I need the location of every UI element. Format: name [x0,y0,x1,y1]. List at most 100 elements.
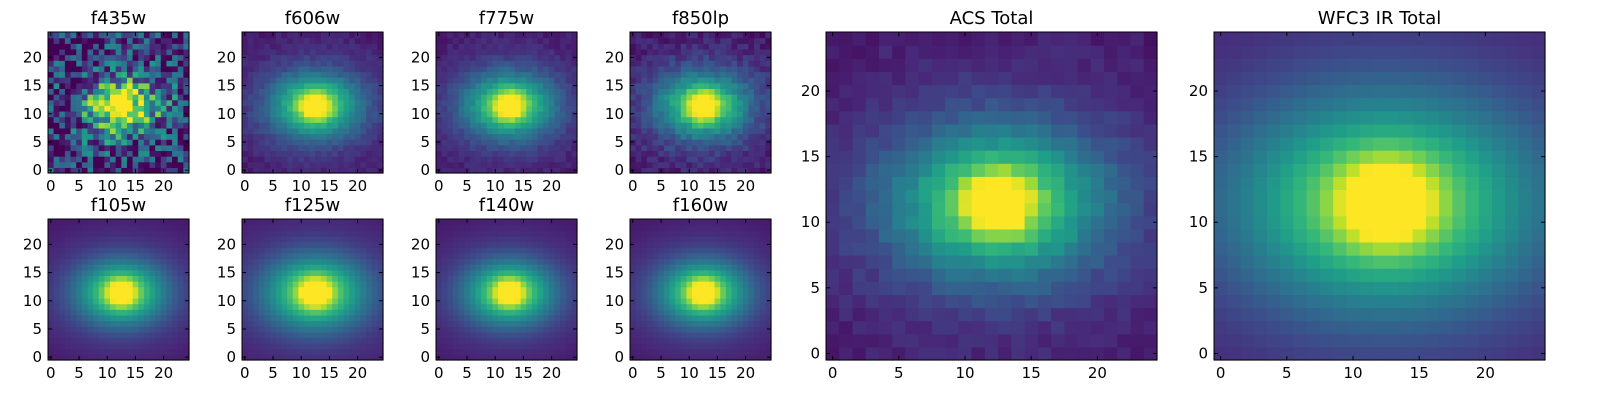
x-tick-label: 5 [268,177,278,195]
heatmap-cell [708,88,716,95]
heatmap-cell [697,37,704,44]
heatmap-cell [571,230,578,237]
heatmap-cell [531,65,539,73]
heatmap-cell [571,348,578,355]
heatmap-cell [531,167,539,174]
heatmap-cell [166,32,173,39]
heatmap-cell [697,337,704,344]
heatmap-cell [132,286,139,293]
heatmap-cell [183,116,190,123]
heatmap-cell [270,127,277,135]
heatmap-cell [115,252,122,260]
heatmap-cell [53,292,60,299]
heatmap-cell [759,48,766,56]
heatmap-cell [132,150,139,157]
heatmap-cell [98,144,105,152]
heatmap-cell [754,297,761,305]
heatmap-cell [537,292,544,299]
heatmap-cell [281,292,288,299]
heatmap-cell [247,127,254,135]
heatmap-cell [304,127,311,135]
heatmap-cell [646,94,654,101]
heatmap-cell [731,150,738,157]
heatmap-cell [371,235,378,243]
heatmap-cell [697,275,704,282]
heatmap-cell [731,99,738,106]
heatmap-cell [115,37,122,44]
heatmap-cell [121,144,128,152]
heatmap-cell [242,127,249,135]
heatmap-cell [304,354,311,361]
heatmap-cell [270,230,277,237]
heatmap-cell [258,60,266,67]
heatmap-cell [458,264,465,271]
heatmap-cell [349,144,356,152]
heatmap-cell [337,343,345,350]
heatmap-cell [320,292,328,299]
heatmap-cell [675,161,682,168]
heatmap-cell [630,331,637,339]
heatmap-cell [298,37,305,44]
heatmap-cell [663,116,671,123]
heatmap-cell [247,82,254,89]
heatmap-cell [143,54,151,61]
heatmap-cell [498,348,505,355]
heatmap-cell [81,60,89,67]
heatmap-cell [121,48,128,56]
heatmap-cell [48,275,55,282]
heatmap-cell [560,269,567,276]
heatmap-cell [646,32,654,39]
heatmap-cell [686,326,693,333]
heatmap-cell [247,235,254,243]
heatmap-cell [447,219,454,226]
heatmap-cell [281,354,288,361]
heatmap-cell [315,54,322,61]
heatmap-cell [481,331,488,339]
heatmap-cell [663,354,671,361]
heatmap-cell [464,88,471,95]
heatmap-cell [366,286,373,293]
heatmap-cell [692,54,699,61]
heatmap-cell [59,275,66,282]
heatmap-cell [48,161,55,168]
heatmap-cell [298,110,305,118]
heatmap-cell [315,139,322,146]
heatmap-cell [641,116,648,123]
heatmap-cell [270,286,277,293]
heatmap-cell [93,314,100,322]
heatmap-cell [436,230,443,237]
heatmap-cell [104,343,111,350]
heatmap-cell [48,303,55,310]
heatmap-cell [714,48,721,56]
heatmap-cell [320,71,328,78]
heatmap-cell [354,235,362,243]
heatmap-cell [64,235,72,243]
heatmap-cell [110,105,117,112]
heatmap-cell [315,167,322,174]
heatmap-cell [509,116,516,123]
heatmap-cell [675,110,682,118]
heatmap-cell [126,297,134,305]
heatmap-cell [70,224,77,231]
heatmap-cell [481,60,488,67]
heatmap-cell [646,150,654,157]
heatmap-cell [652,354,659,361]
heatmap-cell [349,161,356,168]
heatmap-cell [469,348,477,355]
heatmap-cell [332,82,339,89]
heatmap-cell [320,275,328,282]
heatmap-cell [87,241,94,248]
heatmap-cell [115,94,122,101]
heatmap-cell [343,122,350,129]
heatmap-cell [759,99,766,106]
heatmap-cell [452,48,460,56]
heatmap-cell [436,133,443,140]
heatmap-cell [126,331,134,339]
heatmap-cell [104,99,111,106]
heatmap-cell [287,99,294,106]
heatmap-cell [371,94,378,101]
heatmap-cell [292,241,299,248]
heatmap-cell [759,110,766,118]
heatmap-cell [669,150,676,157]
